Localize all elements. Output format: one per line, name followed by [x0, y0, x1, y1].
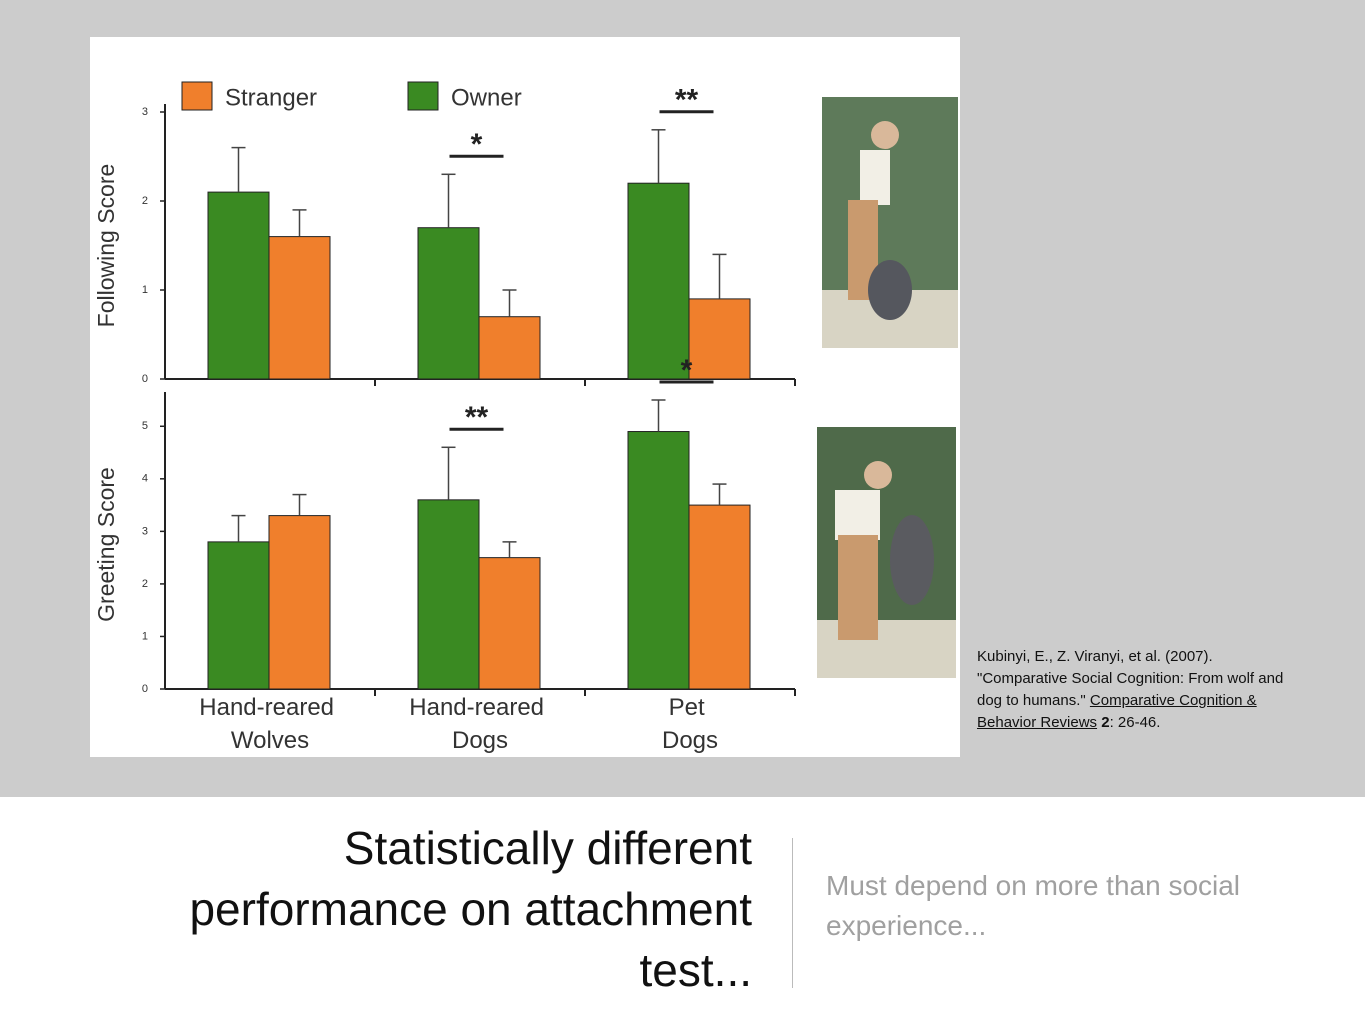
error-bar [292, 493, 307, 516]
error-bar [292, 209, 307, 237]
y-tick-label: 3 [142, 525, 148, 537]
error-bar [441, 446, 456, 500]
error-bar [441, 173, 456, 228]
y-tick-label: 2 [142, 195, 148, 207]
error-bar [231, 514, 246, 542]
error-bar [651, 399, 666, 432]
bar [627, 431, 690, 690]
y-tick-label: 0 [142, 373, 148, 385]
x-tick-label-line: Dogs [452, 727, 508, 754]
significance-label: ** [675, 84, 699, 117]
error-bar [502, 541, 517, 558]
significance-label: * [681, 354, 693, 387]
bar [417, 499, 480, 690]
bar [688, 504, 751, 690]
legend-swatch [407, 81, 439, 111]
citation-journal: Comparative Cognition & Behavior Reviews [977, 692, 1257, 731]
significance-label: ** [465, 401, 489, 434]
x-tick-label-line: Hand-reared [199, 694, 340, 721]
x-tick-label-line: Pet [669, 694, 712, 721]
y-tick-label: 5 [142, 420, 148, 432]
error-bar [502, 289, 517, 317]
error-bar [651, 129, 666, 184]
citation-volume: 2 [1101, 714, 1110, 731]
y-tick-label: 2 [142, 578, 148, 590]
y-tick-label: 1 [142, 630, 148, 642]
bar [207, 541, 270, 690]
slide-title: Statistically different performance on a… [189, 822, 752, 996]
legend-swatch [181, 81, 213, 111]
citation-text: : 26-46. [1109, 714, 1161, 731]
x-tick-label: Hand-reared Dogs [409, 694, 550, 754]
y-tick-label: 4 [142, 473, 148, 485]
error-bar [231, 146, 246, 193]
y-axis-label: Following Score [93, 164, 119, 328]
legend-label: Owner [451, 84, 522, 111]
bar [688, 298, 751, 380]
y-axis-label: Greeting Score [93, 467, 119, 622]
x-tick-label-line: Hand-reared [409, 694, 550, 721]
citation: Kubinyi, E., Z. Viranyi, et al. (2007). … [977, 646, 1307, 734]
x-tick-label: Hand-reared Wolves [199, 694, 340, 754]
bar [478, 557, 541, 690]
photo [822, 97, 958, 348]
error-bar [712, 483, 727, 506]
significance-label: * [471, 128, 483, 161]
photo [817, 427, 956, 678]
slide-body: Must depend on more than social experien… [826, 870, 1241, 941]
x-tick-label-line: Dogs [662, 727, 718, 754]
bar [478, 316, 541, 380]
error-bar [712, 253, 727, 299]
y-tick-label: 1 [142, 284, 148, 296]
divider [792, 838, 793, 988]
y-tick-label: 0 [142, 683, 148, 695]
bar [268, 236, 331, 380]
citation-text: Kubinyi, E., Z. Viranyi, et al. (2007). … [977, 648, 1284, 709]
bar [268, 515, 331, 690]
bar [417, 227, 480, 380]
bar [627, 182, 690, 380]
bar [207, 191, 270, 380]
legend-label: Stranger [225, 84, 317, 111]
x-tick-label: Pet Dogs [662, 694, 718, 754]
y-tick-label: 3 [142, 106, 148, 118]
x-tick-label-line: Wolves [231, 727, 309, 754]
